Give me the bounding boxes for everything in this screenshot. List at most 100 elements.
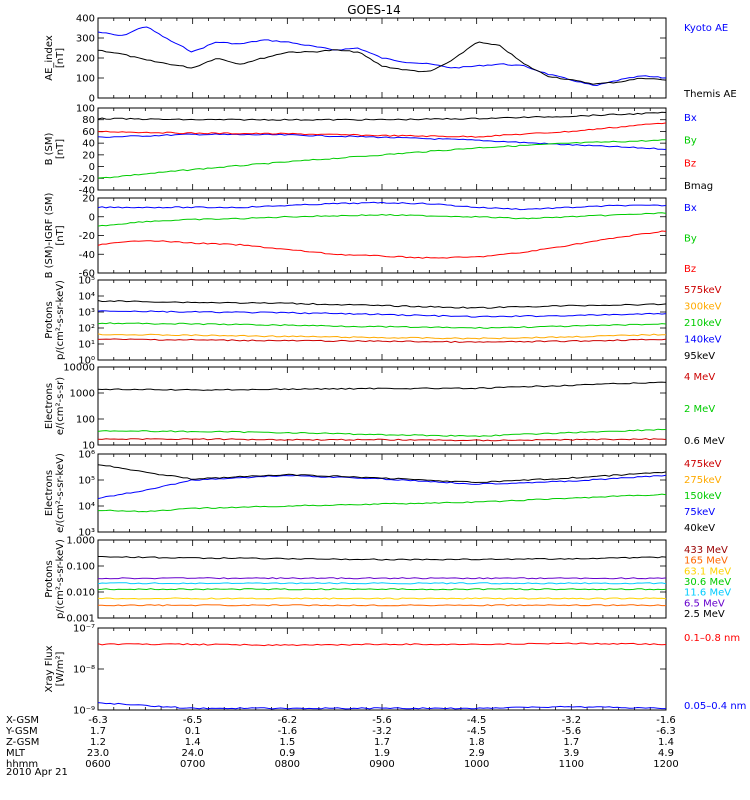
orbit-value: 23.0 (87, 748, 109, 759)
figure-title: GOES-14 (347, 3, 401, 17)
legend-entry: 0.05–0.4 nm (684, 701, 746, 712)
y-tick-label: 100 (76, 415, 95, 426)
legend-entry: 165 MeV (684, 556, 728, 567)
y-tick-label: 10⁻⁹ (73, 706, 95, 717)
series-line (98, 493, 667, 513)
panel-4: 10⁰ 10¹ 10² 10³ 10⁴ 10⁵ Protons p/(cm²-s-sr-keV… (44, 276, 722, 367)
y-tick-label: 0.100 (66, 562, 95, 573)
orbit-value: -1.6 (656, 715, 676, 726)
series-line (97, 702, 666, 710)
y-tick-label: 20 (82, 194, 95, 205)
orbit-value: -3.2 (562, 715, 582, 726)
time-tick-label: 0900 (369, 759, 394, 770)
y-axis-label: e/(cm²-s-sr-keV) (55, 453, 66, 533)
series-line (97, 310, 667, 318)
y-tick-label: 10⁵ (78, 276, 95, 287)
panel-frame (97, 366, 667, 446)
y-axis-label: Electrons (44, 383, 55, 429)
time-axis-labels: 0600 0700 0800 0900 1000 1100 1200 (85, 759, 678, 770)
panel-3: -60 -40 -20 0 20 B (SM)-IGRF (SM) [nT] Bx By Bz (44, 193, 697, 280)
orbit-value: 3.9 (563, 748, 579, 759)
y-tick-label: 10⁴ (78, 502, 95, 513)
y-axis-label: B (SM) (44, 132, 55, 165)
legend-entry: 2 MeV (684, 404, 715, 415)
y-axis-label: [W/m²] (55, 651, 66, 686)
legend-entry: 0.6 MeV (684, 436, 725, 447)
legend-entry: Bx (684, 203, 697, 214)
y-tick-label: 10³ (78, 308, 95, 319)
panel-1: 0 100 200 300 400 AE_index [nT] Kyoto AE Themis … (44, 14, 737, 105)
time-tick-label: 0700 (180, 759, 205, 770)
series-line (97, 597, 667, 600)
legend-entry: 210keV (684, 318, 722, 329)
legend-entry: Bx (684, 113, 697, 124)
legend-entry: Bmag (684, 181, 713, 192)
legend-entry: 75keV (684, 507, 715, 518)
legend-entry: 63.1 MeV (684, 566, 731, 577)
y-axis-label: p/(cm²-s-sr-keV) (55, 280, 66, 360)
y-tick-label: 1000 (70, 389, 95, 400)
series-line (97, 438, 667, 442)
panel-frame (97, 197, 667, 274)
y-tick-label: 10⁰ (78, 356, 95, 367)
y-tick-label: 0.001 (66, 614, 95, 625)
time-tick-label: 1000 (464, 759, 489, 770)
y-axis-label: Electrons (44, 470, 55, 516)
panel-8: 10⁻⁹ 10⁻⁸ 10⁻⁷ Xray Flux [W/m²] 0.1–0.8 nm 0.0… (44, 624, 746, 717)
y-tick-label: 10000 (63, 363, 95, 374)
series-line (97, 41, 667, 85)
y-tick-label: 0 (89, 94, 95, 105)
y-tick-label: 80 (82, 115, 95, 126)
legend-entry: Themis AE (683, 89, 737, 100)
y-axis-label: [nT] (55, 139, 66, 159)
series-line (97, 642, 667, 647)
orbit-value: -5.6 (372, 715, 392, 726)
y-tick-label: -20 (79, 231, 95, 242)
orbit-value: 1.5 (279, 737, 295, 748)
panel-frame (97, 453, 667, 533)
orbit-value: 1.8 (469, 737, 485, 748)
series-line (98, 604, 666, 607)
legend-entry: 433 MeV (684, 545, 728, 556)
y-axis-label: p/(cm²-s-sr-keV) (55, 539, 66, 619)
y-tick-label: 300 (76, 34, 95, 45)
y-axis-label: e/(cm²-s-sr) (55, 377, 66, 435)
time-tick-label: 0800 (275, 759, 300, 770)
orbit-row-label: X-GSM (6, 715, 39, 726)
y-axis-label: B (SM)-IGRF (SM) (44, 193, 55, 279)
legend-entry: 300keV (684, 302, 722, 313)
legend-entry: 6.5 MeV (684, 598, 725, 609)
y-tick-label: 10¹ (78, 340, 95, 351)
y-axis-label: AE_index (44, 35, 55, 81)
series-line (97, 230, 667, 259)
y-tick-label: 200 (76, 54, 95, 65)
y-tick-label: 60 (82, 127, 95, 138)
orbit-value: 1.7 (563, 737, 579, 748)
series-line (97, 338, 667, 344)
legend-entry: 4 MeV (684, 372, 715, 383)
y-tick-label: 10⁴ (78, 292, 95, 303)
y-tick-label: 100 (76, 104, 95, 115)
legend-entry: 30.6 MeV (684, 577, 731, 588)
orbit-value: -6.5 (183, 715, 203, 726)
panel-frame (97, 627, 667, 711)
legend-entry: 11.6 MeV (684, 588, 731, 599)
orbit-value: 24.0 (182, 748, 204, 759)
series-line (97, 133, 667, 150)
panel-frame (97, 279, 667, 361)
panel-5: 10 100 1000 10000 Electrons e/(cm²-s-sr) 4 MeV… (44, 363, 725, 452)
y-axis-label: [nT] (55, 225, 66, 245)
series-line (97, 381, 667, 391)
orbit-value: 1.7 (90, 726, 106, 737)
y-tick-label: 20 (82, 150, 95, 161)
y-tick-label: 0.010 (66, 588, 95, 599)
series-line (97, 212, 667, 227)
orbit-value: 1.4 (185, 737, 201, 748)
series-line (97, 111, 667, 121)
y-tick-label: 100 (76, 74, 95, 85)
y-tick-label: -40 (79, 186, 95, 197)
series-line (97, 139, 666, 179)
date-label: 2010 Apr 21 (6, 767, 68, 778)
legend-entry: 2.5 MeV (684, 609, 725, 620)
